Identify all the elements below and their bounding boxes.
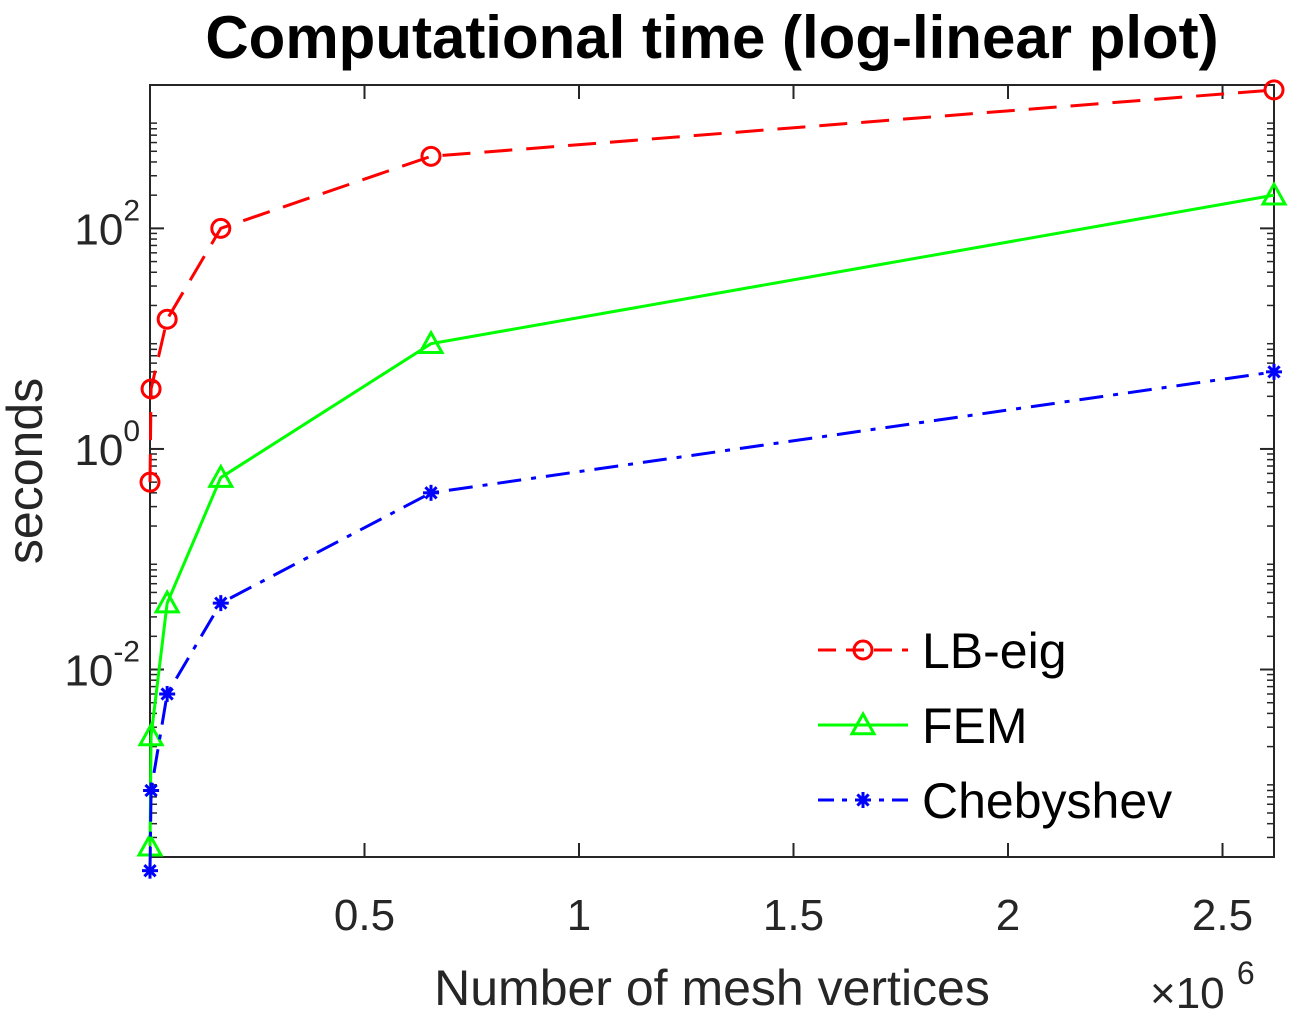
legend: LB-eig FEM Chebyshev — [818, 623, 1172, 829]
series-layer — [136, 79, 1288, 879]
legend-marker — [849, 710, 877, 736]
data-point-fem — [1260, 181, 1288, 206]
y-tick-label: 10-2 — [64, 636, 140, 696]
y-tick-base: 10 — [64, 647, 113, 696]
x-axis-multiplier: ×10 6 — [1150, 955, 1255, 1018]
legend-label: Chebyshev — [922, 773, 1172, 829]
data-point-lb-eig — [139, 471, 161, 493]
data-point-chebyshev — [423, 484, 439, 501]
x-axis-ticks: 0.5 1 1.5 2 2.5 — [334, 85, 1253, 940]
data-point-chebyshev — [143, 782, 160, 799]
y-tick-label: 100 — [74, 415, 140, 475]
series-line-chebyshev — [148, 370, 1275, 871]
x-tick-label: 0.5 — [334, 891, 395, 940]
x-tick-label: 2 — [996, 891, 1020, 940]
y-minor-ticks — [150, 122, 1274, 858]
legend-item-chebyshev: Chebyshev — [818, 773, 1172, 829]
plot-frame — [149, 84, 1275, 858]
legend-item-lb-eig: LB-eig — [818, 623, 1067, 679]
legend-marker — [855, 792, 871, 808]
y-tick-base: 10 — [74, 205, 123, 254]
y-tick-exponent: 0 — [123, 415, 140, 448]
series-line-fem — [148, 193, 1275, 847]
data-point-chebyshev — [1266, 363, 1282, 380]
data-point-lb-eig — [1263, 79, 1285, 101]
data-point-fem — [137, 721, 165, 747]
x-multiplier-exponent: 6 — [1237, 955, 1255, 991]
legend-label: FEM — [922, 698, 1028, 754]
data-point-lb-eig — [210, 217, 232, 239]
y-axis-label: seconds — [0, 378, 53, 564]
data-point-chebyshev — [142, 862, 158, 879]
data-point-lb-eig — [140, 378, 162, 400]
y-tick-exponent: 2 — [123, 194, 140, 227]
data-point-fem — [153, 589, 181, 614]
y-tick-base: 10 — [74, 426, 123, 475]
data-point-lb-eig — [420, 145, 442, 167]
y-tick-label: 102 — [74, 194, 140, 254]
legend-marker — [852, 639, 874, 661]
x-axis-label: Number of mesh vertices — [434, 960, 990, 1016]
x-tick-label: 2.5 — [1192, 891, 1253, 940]
data-point-lb-eig — [156, 308, 178, 330]
legend-label: LB-eig — [922, 623, 1067, 679]
x-tick-label: 1 — [567, 891, 591, 940]
x-multiplier-base: ×10 — [1150, 969, 1225, 1018]
chart-title: Computational time (log-linear plot) — [205, 4, 1218, 71]
x-tick-label: 1.5 — [763, 891, 824, 940]
data-point-fem — [207, 463, 235, 488]
data-point-chebyshev — [212, 595, 229, 612]
legend-item-fem: FEM — [818, 698, 1028, 754]
data-point-chebyshev — [159, 685, 176, 702]
series-line-lb-eig — [148, 88, 1275, 483]
y-tick-exponent: -2 — [113, 636, 140, 669]
data-point-fem — [417, 329, 445, 355]
